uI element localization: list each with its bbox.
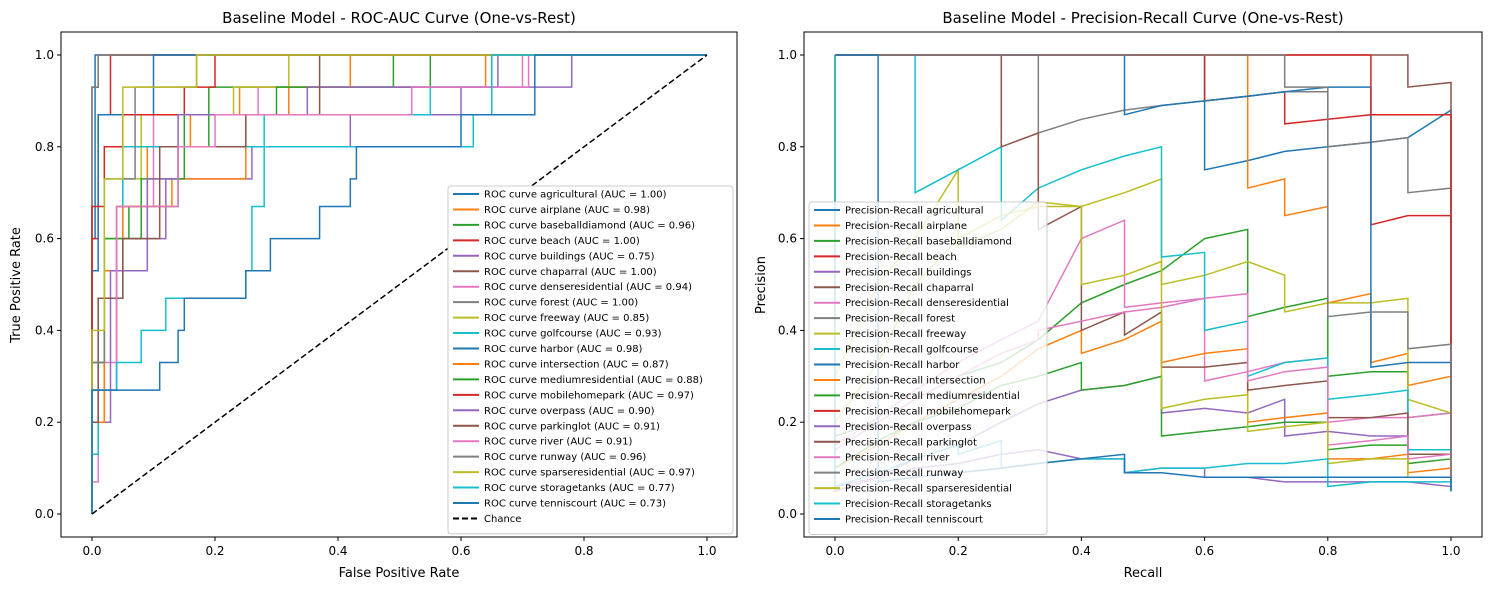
pr-legend-label: Precision-Recall overpass	[845, 422, 971, 433]
pr-y-label: Precision	[754, 256, 769, 314]
pr-legend-label: Precision-Recall storagetanks	[845, 499, 992, 510]
pr-curve-9	[835, 54, 1452, 487]
roc-legend-label: ROC curve river (AUC = 0.91)	[484, 437, 632, 448]
pr-title: Baseline Model - Precision-Recall Curve …	[942, 9, 1343, 27]
pr-legend-label: Precision-Recall parkinglot	[845, 437, 977, 448]
roc-legend-label: ROC curve tenniscourt (AUC = 0.73)	[484, 499, 666, 510]
roc-legend-label: ROC curve harbor (AUC = 0.98)	[484, 344, 643, 355]
roc-x-tick-label: 0.6	[451, 544, 470, 558]
pr-legend-box	[808, 201, 1048, 535]
pr-legend-label: Precision-Recall mobilehomepark	[845, 406, 1011, 417]
roc-legend-label: ROC curve golfcourse (AUC = 0.93)	[484, 329, 662, 340]
pr-legend-label: Precision-Recall runway	[845, 468, 963, 479]
roc-x-tick-label: 0.2	[205, 544, 224, 558]
roc-legend-label: ROC curve chaparral (AUC = 1.00)	[484, 267, 657, 278]
roc-curve-20	[91, 54, 707, 514]
roc-y-tick-label: 0.0	[35, 507, 54, 521]
roc-legend-label: ROC curve mobilehomepark (AUC = 0.97)	[484, 390, 694, 401]
pr-curve-17	[835, 54, 1452, 487]
pr-legend-label: Precision-Recall golfcourse	[845, 345, 978, 356]
roc-legend-label: ROC curve airplane (AUC = 0.98)	[484, 205, 650, 216]
pr-x-tick-label: 0.0	[825, 544, 844, 558]
roc-y-tick-label: 0.2	[35, 415, 54, 429]
pr-legend-label: Precision-Recall forest	[845, 314, 955, 325]
pr-x-tick-label: 1.0	[1441, 544, 1460, 558]
pr-legend-label: Precision-Recall intersection	[845, 375, 986, 386]
pr-curve-15	[835, 54, 1452, 487]
roc-x-label: False Positive Rate	[339, 566, 460, 581]
pr-curve-10	[835, 54, 1452, 492]
pr-legend-label: Precision-Recall beach	[845, 252, 957, 263]
roc-x-tick-label: 0.8	[574, 544, 593, 558]
pr-x-ticks: 0.0 0.2 0.4 0.6 0.8 1.0	[825, 537, 1461, 558]
pr-legend-label: Precision-Recall sparseresidential	[845, 484, 1012, 495]
pr-x-label: Recall	[1124, 566, 1163, 581]
roc-curve-21	[91, 54, 708, 515]
pr-legend: Precision-Recall agricultural Precision-R…	[808, 201, 1048, 535]
pr-x-tick-label: 0.2	[949, 544, 968, 558]
roc-x-ticks: 0.0 0.2 0.4 0.6 0.8 1.0	[82, 537, 717, 558]
roc-x-tick-label: 0.4	[328, 544, 347, 558]
pr-y-tick-label: 0.8	[778, 140, 797, 154]
roc-y-ticks: 0.0 0.2 0.4 0.6 0.8 1.0	[35, 48, 61, 521]
roc-legend-label: ROC curve intersection (AUC = 0.87)	[484, 359, 669, 370]
roc-legend-label: ROC curve parkinglot (AUC = 0.91)	[484, 421, 660, 432]
roc-legend-label: ROC curve sparseresidential (AUC = 0.97)	[484, 468, 695, 479]
pr-curve-3	[835, 54, 1452, 473]
roc-curves	[91, 54, 708, 515]
pr-curve-0	[835, 54, 1452, 487]
pr-axes-frame	[803, 31, 1483, 538]
pr-legend-label: Precision-Recall denseresidential	[845, 298, 1009, 309]
pr-y-tick-label: 0.2	[778, 415, 797, 429]
pr-y-tick-label: 0.4	[778, 323, 797, 337]
roc-curve-18	[91, 54, 707, 514]
roc-axes-frame	[60, 31, 738, 538]
roc-legend-box	[447, 185, 734, 535]
pr-x-tick-label: 0.6	[1195, 544, 1214, 558]
roc-legend-label: ROC curve forest (AUC = 1.00)	[484, 298, 638, 309]
pr-x-tick-label: 0.4	[1072, 544, 1091, 558]
pr-legend-label: Precision-Recall agricultural	[845, 206, 984, 217]
pr-y-tick-label: 0.6	[778, 232, 797, 246]
roc-legend-label: ROC curve denseresidential (AUC = 0.94)	[484, 282, 692, 293]
roc-y-label: True Positive Rate	[9, 227, 24, 344]
roc-legend-label: ROC curve runway (AUC = 0.96)	[484, 452, 646, 463]
roc-legend-label: ROC curve overpass (AUC = 0.90)	[484, 406, 655, 417]
pr-legend-label: Precision-Recall tenniscourt	[845, 515, 983, 526]
roc-legend-label: ROC curve agricultural (AUC = 1.00)	[484, 190, 667, 201]
roc-y-tick-label: 0.6	[35, 232, 54, 246]
pr-legend-label: Precision-Recall mediumresidential	[845, 391, 1020, 402]
roc-legend-label: Chance	[484, 514, 521, 525]
roc-legend: ROC curve agricultural (AUC = 1.00) ROC c…	[447, 185, 734, 535]
roc-legend-label: ROC curve freeway (AUC = 0.85)	[484, 313, 649, 324]
roc-title: Baseline Model - ROC-AUC Curve (One-vs-R…	[222, 9, 576, 27]
pr-y-ticks: 0.0 0.2 0.4 0.6 0.8 1.0	[778, 48, 804, 521]
roc-panel: Baseline Model - ROC-AUC Curve (One-vs-R…	[9, 9, 738, 581]
roc-legend-label: ROC curve baseballdiamond (AUC = 0.96)	[484, 220, 695, 231]
pr-legend-label: Precision-Recall baseballdiamond	[845, 236, 1012, 247]
pr-y-tick-label: 0.0	[778, 507, 797, 521]
roc-y-tick-label: 0.4	[35, 323, 54, 337]
roc-legend-label: ROC curve storagetanks (AUC = 0.77)	[484, 483, 675, 494]
pr-y-tick-label: 1.0	[778, 48, 797, 62]
roc-legend-label: ROC curve buildings (AUC = 0.75)	[484, 251, 655, 262]
pr-legend-label: Precision-Recall river	[845, 453, 950, 464]
pr-legend-label: Precision-Recall harbor	[845, 360, 960, 371]
pr-x-tick-label: 0.8	[1318, 544, 1337, 558]
roc-y-tick-label: 0.8	[35, 140, 54, 154]
pr-legend-label: Precision-Recall chaparral	[845, 283, 974, 294]
roc-x-tick-label: 1.0	[697, 544, 716, 558]
pr-legend-label: Precision-Recall buildings	[845, 267, 972, 278]
roc-legend-label: ROC curve beach (AUC = 1.00)	[484, 236, 640, 247]
pr-legend-label: Precision-Recall freeway	[845, 329, 966, 340]
roc-x-tick-label: 0.0	[82, 544, 101, 558]
pr-panel: Baseline Model - Precision-Recall Curve …	[754, 9, 1483, 581]
pr-legend-label: Precision-Recall airplane	[845, 221, 967, 232]
roc-legend-label: ROC curve mediumresidential (AUC = 0.88)	[484, 375, 703, 386]
roc-y-tick-label: 1.0	[35, 48, 54, 62]
